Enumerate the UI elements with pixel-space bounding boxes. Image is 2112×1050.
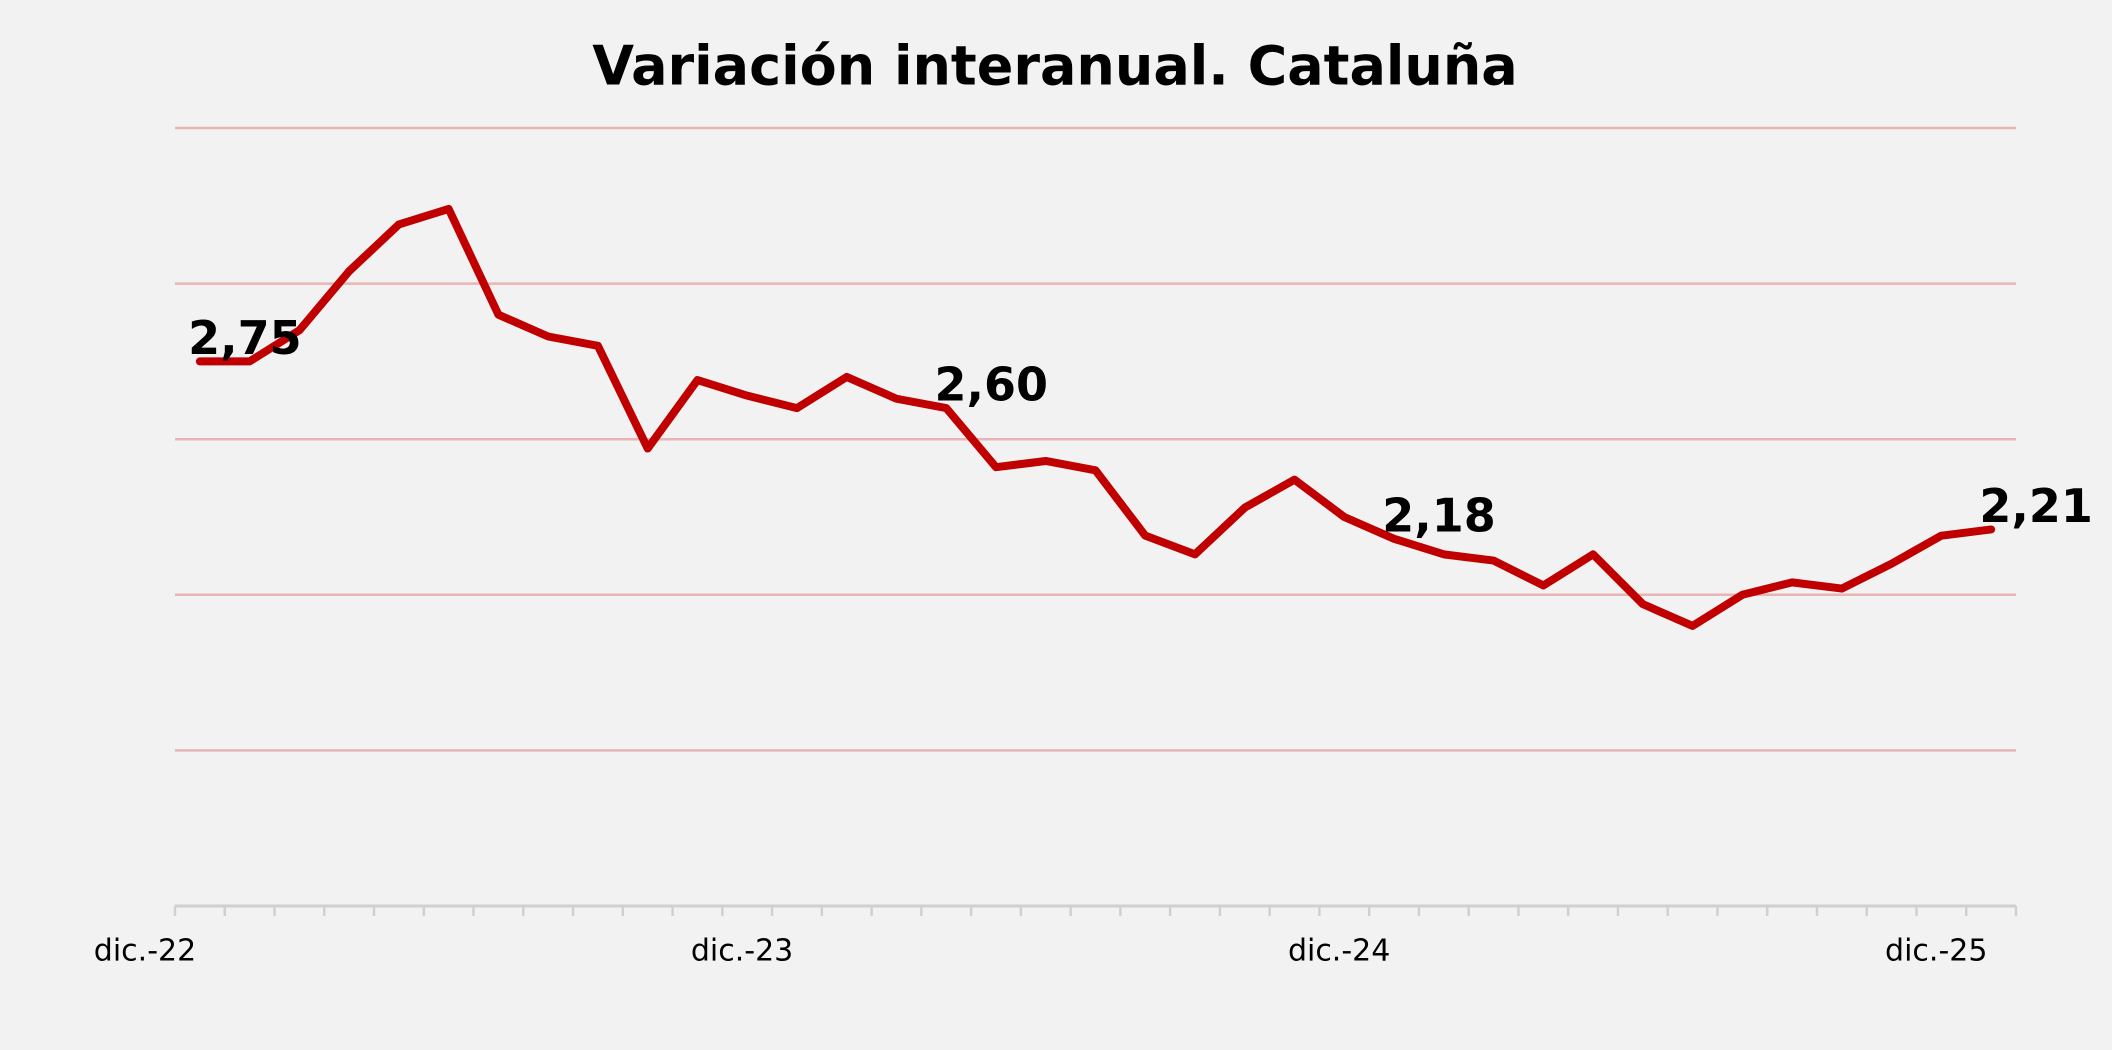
chart-title: Variación interanual. Cataluña [592, 35, 1518, 98]
data-line [195, 204, 1996, 630]
data-label: 2,18 [1382, 488, 1496, 542]
data-label: 2,75 [188, 311, 302, 365]
x-tick-label: dic.-25 [1885, 934, 1987, 969]
x-tick-label: dic.-22 [94, 934, 196, 969]
x-tick-label: dic.-23 [691, 934, 793, 969]
data-label: 2,21 [1979, 479, 2093, 533]
x-tick-label: dic.-24 [1288, 934, 1390, 969]
data-label: 2,60 [934, 358, 1048, 412]
